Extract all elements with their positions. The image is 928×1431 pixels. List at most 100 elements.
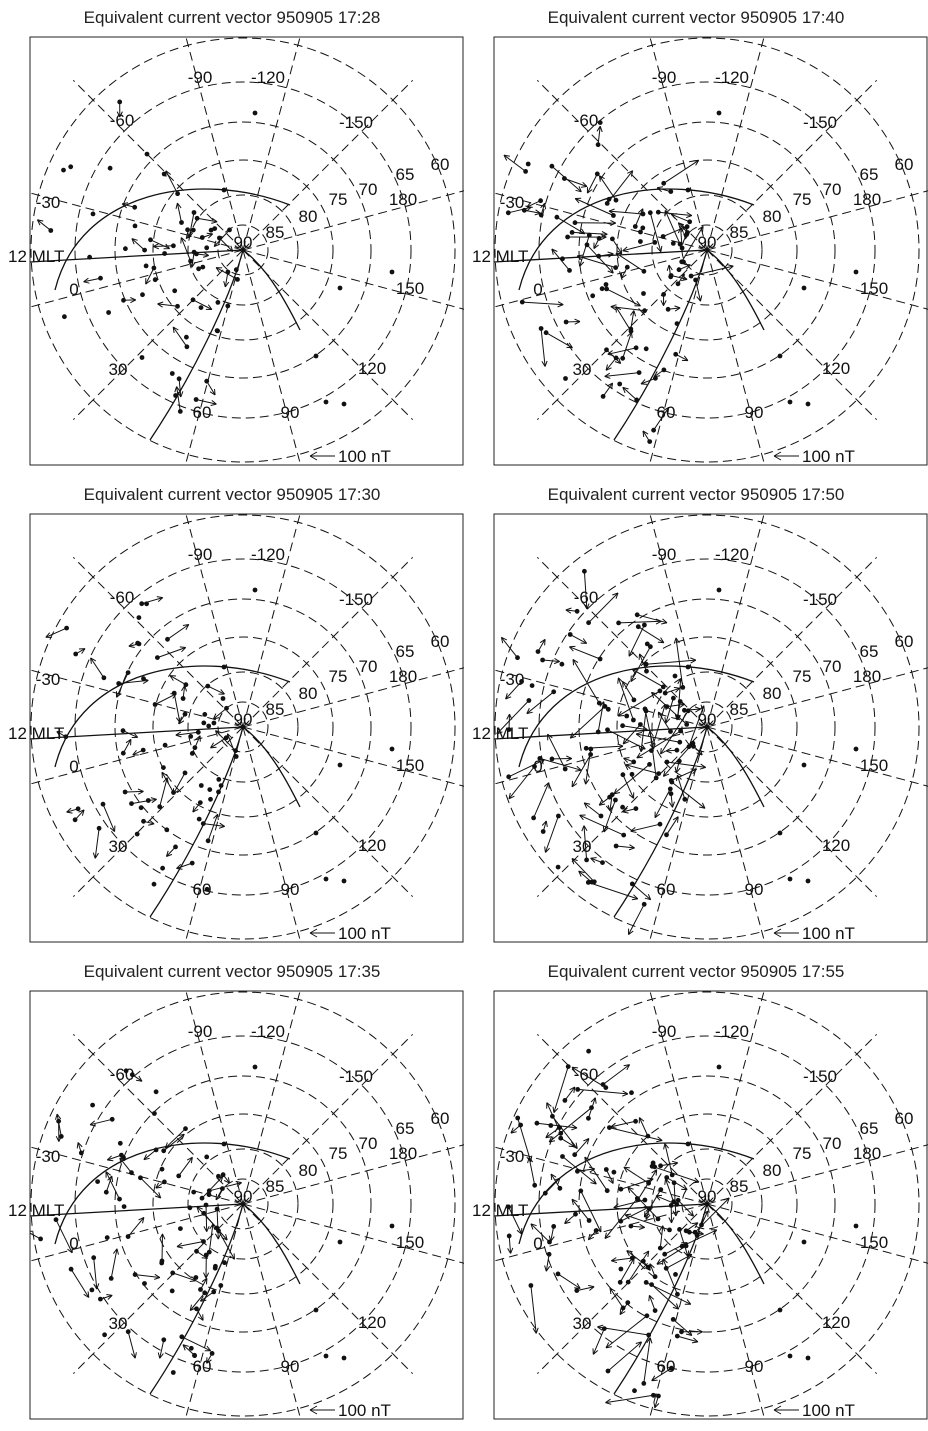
station-dot [634, 612, 640, 618]
vector-arrowhead [649, 743, 656, 750]
panel-title: Equivalent current vector 950905 17:50 [547, 485, 845, 504]
current-vector [545, 1127, 560, 1139]
current-vector [131, 238, 145, 251]
vector-arrowhead [156, 596, 164, 602]
vector-arrowhead [590, 857, 597, 863]
mlt-label: 12 MLT [472, 1201, 528, 1220]
current-vector [192, 299, 213, 310]
station-dot [643, 1280, 649, 1285]
longitude-line [494, 1203, 708, 1262]
station-dot [540, 657, 545, 663]
current-vector [615, 306, 632, 332]
vector-arrowhead [656, 186, 664, 193]
station-dot [132, 204, 138, 210]
longitude-line [706, 991, 765, 1205]
station-dot [204, 1154, 210, 1160]
longitude-label: -120 [715, 1022, 749, 1041]
scale-arrowhead [773, 451, 782, 461]
station-dot [652, 1164, 657, 1170]
vector-arrowhead [699, 705, 705, 712]
current-vector [607, 347, 637, 355]
longitude-label: -120 [715, 545, 749, 564]
vector-arrowhead [666, 264, 673, 271]
current-vector [132, 749, 144, 756]
current-vector [537, 639, 546, 652]
vector-arrowhead [575, 765, 582, 772]
vector-arrowhead [205, 304, 213, 310]
station-dot [716, 110, 722, 116]
vector-arrowhead [507, 1247, 514, 1254]
station-dot [139, 355, 145, 360]
station-dot [337, 1239, 343, 1245]
latitude-circle [494, 991, 920, 1417]
station-dot [558, 1135, 564, 1141]
vector-arrowhead [699, 763, 706, 770]
vector-arrowhead [541, 360, 548, 367]
vector-arrowhead [599, 701, 606, 708]
longitude-line [706, 249, 928, 310]
station-dot [132, 1272, 138, 1277]
station-dot [594, 171, 600, 177]
longitude-line [72, 79, 244, 251]
station-dot [669, 1172, 675, 1178]
station-dot [693, 277, 698, 283]
current-vector [213, 229, 230, 247]
current-vector [213, 707, 227, 720]
longitude-label: 180 [853, 190, 881, 209]
current-vector [143, 1149, 157, 1161]
vector-arrowhead [89, 1120, 97, 1127]
station-dot [660, 684, 666, 690]
vector-arrowhead [613, 1203, 620, 1210]
station-dot [221, 664, 227, 670]
station-dot [588, 746, 594, 752]
current-vector [639, 653, 647, 672]
station-dot [534, 1120, 540, 1126]
vector-arrowhead [137, 788, 144, 795]
current-vector [666, 761, 706, 768]
station-dot [188, 734, 194, 739]
vector-arrowhead [132, 749, 139, 756]
solid-curve [518, 188, 755, 291]
station-dot [805, 401, 811, 407]
latitude-label: 70 [823, 1134, 842, 1153]
current-vector [586, 173, 598, 194]
longitude-line [242, 190, 464, 251]
current-vector [670, 768, 697, 781]
station-dot [787, 876, 793, 882]
station-dot [853, 1223, 859, 1229]
station-dot [638, 229, 643, 235]
vector-arrowhead [696, 295, 703, 302]
current-vector [638, 1117, 649, 1137]
vector-arrowhead [622, 807, 629, 814]
longitude-label: 180 [853, 1144, 881, 1163]
grid-group [30, 37, 464, 465]
station-dot [620, 355, 626, 361]
longitude-line [242, 726, 414, 898]
solid-curve [518, 665, 755, 768]
vector-arrowhead [657, 637, 665, 644]
polar-plot: 90 85 80 75 70 65 60 -90 -120 -60 -150 -30 180 0 150 30… [472, 513, 928, 943]
current-vector [660, 1162, 678, 1167]
station-dot [144, 151, 150, 157]
longitude-line [706, 726, 878, 898]
station-dot [233, 754, 239, 759]
current-vector [533, 782, 550, 819]
vector-arrowhead [628, 928, 634, 935]
solid-curve [54, 188, 291, 291]
current-vector [602, 1064, 630, 1085]
vector-arrowhead [617, 677, 624, 684]
current-vector [127, 1217, 145, 1237]
station-dot [62, 314, 67, 320]
station-dot [596, 253, 602, 259]
vector-arrowhead [623, 1166, 630, 1173]
station-dot [642, 1197, 648, 1203]
station-dot [252, 1064, 258, 1070]
station-dot [89, 1287, 95, 1293]
current-vector [77, 1142, 82, 1154]
current-vector [677, 273, 685, 285]
scale-label: 100 nT [802, 447, 855, 466]
station-dot [160, 865, 166, 871]
current-vector [651, 691, 688, 725]
longitude-line [706, 1033, 878, 1205]
vector-arrowhead [681, 1242, 688, 1248]
